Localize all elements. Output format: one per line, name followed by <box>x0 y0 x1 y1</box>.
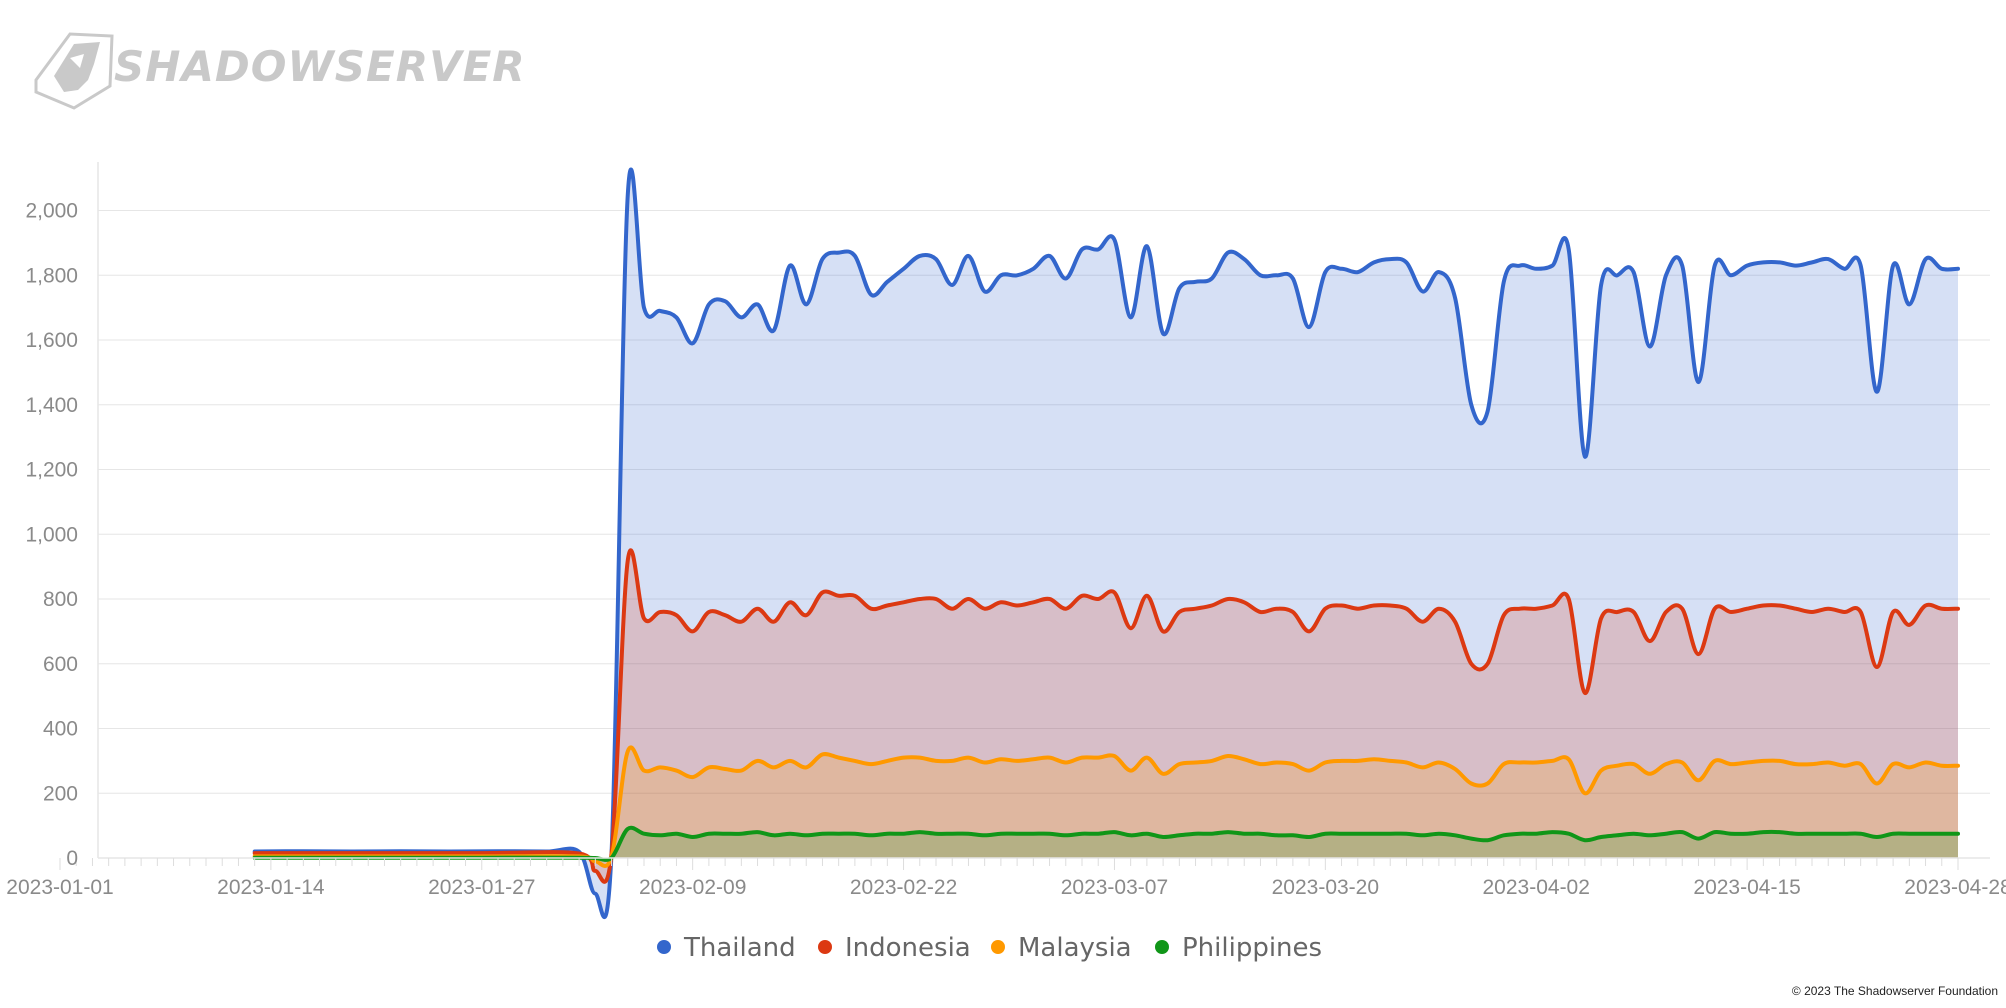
x-axis-tick-labels: 2023-01-01 2023-01-14 2023-01-27 2023-02-09… <box>6 876 2006 899</box>
legend-marker <box>991 940 1005 954</box>
legend[interactable]: Thailand Indonesia Malaysia Philippines <box>657 933 1322 963</box>
y-tick-label: 1,600 <box>25 329 78 352</box>
line-thailand[interactable] <box>252 167 1960 919</box>
x-tick-label: 2023-03-20 <box>1272 876 1379 899</box>
x-tick-label: 2023-01-01 <box>6 876 113 899</box>
y-tick-label: 2,000 <box>25 200 78 223</box>
line-indonesia[interactable] <box>252 548 1960 884</box>
copyright-notice: © 2023 The Shadowserver Foundation <box>1791 984 1998 998</box>
legend-item-malaysia[interactable]: Malaysia <box>991 933 1132 963</box>
y-tick-label: 1,400 <box>25 394 78 417</box>
x-tick-label: 2023-03-07 <box>1061 876 1168 899</box>
y-tick-label: 0 <box>66 847 78 870</box>
shadowserver-logo-icon <box>34 32 114 110</box>
y-axis-tick-labels: 0 200 400 600 800 1,000 1,200 1,400 1,600 1,800 2,… <box>25 200 78 870</box>
logo-wordmark: SHADOWSERVER <box>114 42 526 91</box>
legend-marker <box>657 940 671 954</box>
line-malaysia[interactable] <box>252 745 1960 868</box>
legend-label: Malaysia <box>1018 933 1132 963</box>
legend-marker <box>818 940 832 954</box>
x-tick-label: 2023-02-09 <box>639 876 746 899</box>
x-tick-label: 2023-04-15 <box>1693 876 1800 899</box>
legend-item-philippines[interactable]: Philippines <box>1155 933 1322 963</box>
legend-item-thailand[interactable]: Thailand <box>657 933 796 963</box>
gridlines <box>98 210 1990 859</box>
y-tick-label: 1,000 <box>25 523 78 546</box>
y-tick-label: 800 <box>43 588 78 611</box>
y-tick-label: 600 <box>43 653 78 676</box>
x-tick-label: 2023-01-27 <box>428 876 535 899</box>
legend-label: Indonesia <box>845 933 971 963</box>
y-tick-label: 400 <box>43 718 78 741</box>
legend-item-indonesia[interactable]: Indonesia <box>818 933 971 963</box>
x-tick-label: 2023-04-02 <box>1483 876 1590 899</box>
x-tick-label: 2023-02-22 <box>850 876 957 899</box>
x-tick-label: 2023-04-28 <box>1904 876 2006 899</box>
y-tick-label: 1,800 <box>25 264 78 287</box>
area-indonesia <box>254 550 1959 882</box>
legend-label: Thailand <box>683 933 796 963</box>
area-thailand <box>254 169 1959 918</box>
y-tick-label: 200 <box>43 782 78 805</box>
shadowserver-logo <box>30 30 390 112</box>
series-areas <box>254 169 1959 918</box>
y-tick-label: 1,200 <box>25 459 78 482</box>
legend-marker <box>1155 940 1169 954</box>
legend-label: Philippines <box>1182 933 1322 963</box>
line-philippines[interactable] <box>252 825 1960 862</box>
axes <box>59 162 1990 870</box>
x-tick-label: 2023-01-14 <box>217 876 325 899</box>
series-lines <box>252 167 1960 919</box>
